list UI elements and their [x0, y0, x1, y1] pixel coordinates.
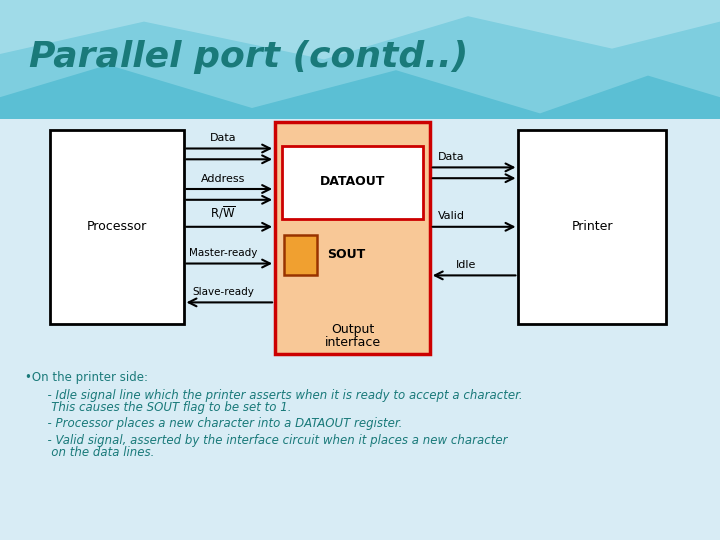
Text: - Valid signal, asserted by the interface circuit when it places a new character: - Valid signal, asserted by the interfac… [25, 434, 508, 447]
Text: Idle: Idle [456, 260, 477, 270]
Bar [518, 130, 666, 324]
Text: Data: Data [438, 152, 464, 162]
Text: - Idle signal line which the printer asserts when it is ready to accept a charac: - Idle signal line which the printer ass… [25, 389, 523, 402]
Bar [282, 146, 423, 219]
Text: Slave-ready: Slave-ready [192, 287, 254, 297]
Text: Address: Address [201, 173, 246, 184]
Text: interface: interface [325, 336, 381, 349]
Text: R/$\overline{\rm W}$: R/$\overline{\rm W}$ [210, 205, 236, 221]
Text: Data: Data [210, 133, 236, 143]
Text: Processor: Processor [87, 220, 148, 233]
Bar [284, 235, 317, 275]
Bar [0, 0, 720, 119]
Text: DATAOUT: DATAOUT [320, 176, 385, 188]
Text: Master-ready: Master-ready [189, 248, 257, 258]
Text: on the data lines.: on the data lines. [25, 446, 155, 459]
Bar [50, 130, 184, 324]
Text: Output: Output [331, 323, 374, 336]
Polygon shape [0, 0, 720, 113]
Text: - Processor places a new character into a DATAOUT register.: - Processor places a new character into … [25, 417, 402, 430]
Text: Parallel port (contd..): Parallel port (contd..) [29, 40, 468, 73]
Text: Valid: Valid [438, 211, 465, 221]
Text: •On the printer side:: •On the printer side: [25, 372, 148, 384]
Text: SOUT: SOUT [328, 248, 366, 261]
Text: This causes the SOUT flag to be set to 1.: This causes the SOUT flag to be set to 1… [25, 401, 292, 414]
Bar [275, 122, 430, 354]
Text: Printer: Printer [572, 220, 613, 233]
Polygon shape [0, 0, 720, 59]
